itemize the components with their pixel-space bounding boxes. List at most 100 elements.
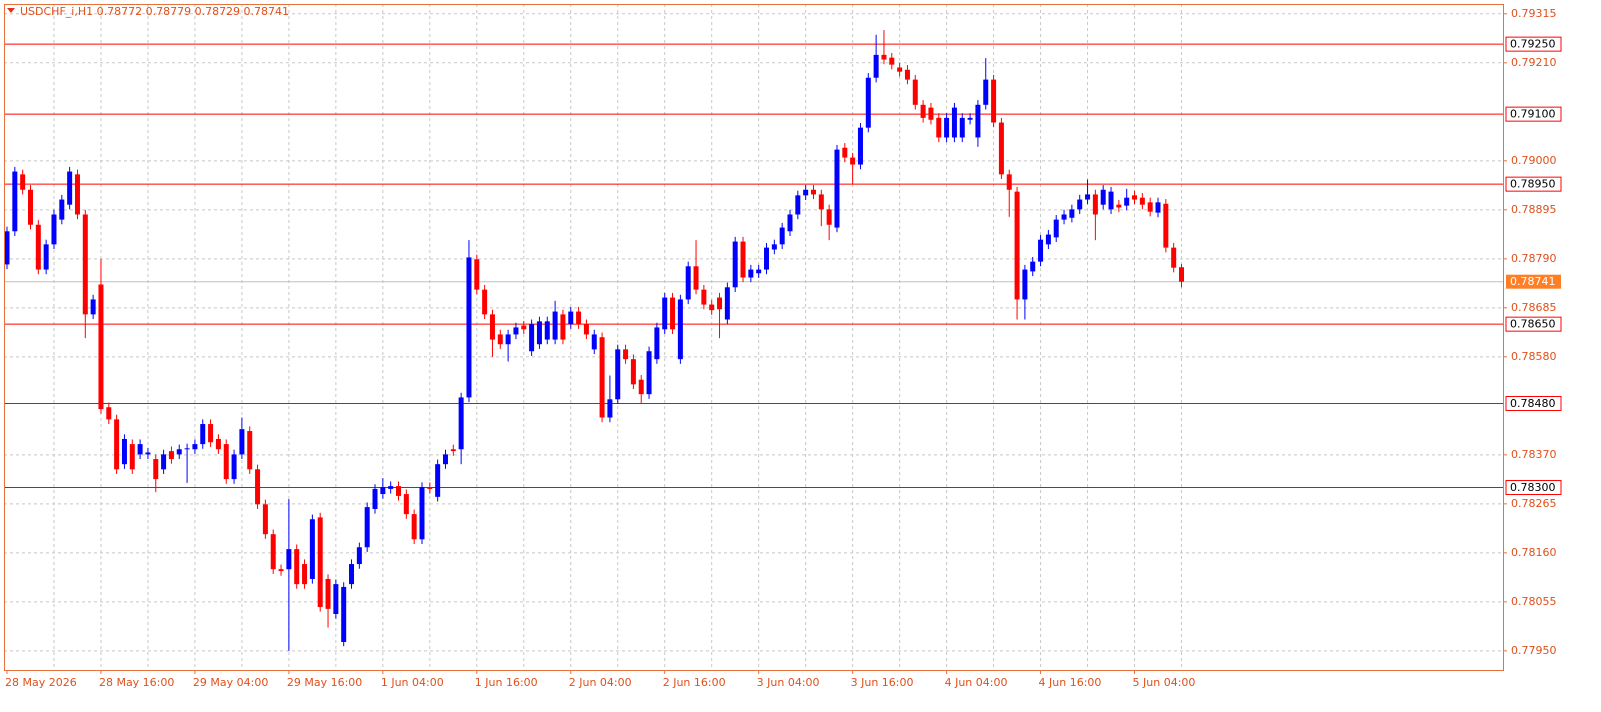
- candles: [4, 30, 1184, 651]
- candle-body: [442, 454, 448, 465]
- x-tick-label: 1 Jun 16:00: [475, 676, 538, 689]
- x-tick-label: 28 May 2026: [5, 676, 77, 689]
- candle-body: [536, 321, 542, 345]
- candle-body: [497, 334, 503, 345]
- candle-body: [1077, 199, 1083, 210]
- candle-body: [239, 429, 245, 455]
- y-tick-label: 0.78370: [1511, 448, 1557, 461]
- candle-body: [231, 454, 237, 480]
- candle-body: [998, 122, 1004, 175]
- candle-body: [466, 257, 472, 398]
- level-label: 0.78950: [1510, 178, 1556, 191]
- candle-body: [795, 195, 801, 215]
- candle-body: [388, 486, 394, 489]
- plot-frame: [4, 4, 1504, 671]
- candle-body: [458, 397, 464, 450]
- candle-body: [912, 79, 918, 105]
- candle-body: [67, 171, 73, 205]
- candle-body: [200, 424, 206, 445]
- candle-body: [51, 214, 57, 245]
- candle-body: [137, 444, 143, 455]
- candle-body: [756, 269, 762, 274]
- candle-body: [145, 452, 151, 455]
- level-label-box: [1505, 316, 1562, 332]
- candle-body: [724, 287, 730, 320]
- candle-body: [74, 174, 80, 215]
- candle-body: [435, 464, 441, 497]
- candle-body: [1139, 197, 1145, 205]
- candle-body: [521, 325, 527, 330]
- y-tick-label: 0.78055: [1511, 595, 1557, 608]
- current-price-label: 0.78741: [1510, 275, 1556, 288]
- candle-body: [98, 284, 104, 410]
- x-tick-label: 5 Jun 04:00: [1133, 676, 1196, 689]
- candle-body: [262, 504, 268, 535]
- candle-body: [4, 231, 10, 265]
- y-tick-label: 0.78685: [1511, 301, 1557, 314]
- candle-body: [450, 449, 456, 452]
- y-tick-label: 0.79210: [1511, 56, 1557, 69]
- level-label: 0.78300: [1510, 481, 1556, 494]
- candle-body: [529, 324, 535, 352]
- candle-body: [1124, 197, 1130, 206]
- candle-body: [380, 487, 386, 495]
- candle-body: [842, 147, 848, 158]
- candle-body: [677, 299, 683, 360]
- candle-body: [1030, 261, 1036, 272]
- candle-body: [779, 227, 785, 245]
- candle-body: [333, 584, 339, 614]
- current-price-box: [1506, 274, 1561, 289]
- candle-body: [638, 379, 644, 395]
- candle-body: [881, 54, 887, 60]
- candle-body: [662, 297, 668, 330]
- candle-body: [1147, 202, 1153, 212]
- x-tick-label: 29 May 16:00: [287, 676, 362, 689]
- candle-body: [1022, 269, 1028, 300]
- candle-body: [857, 127, 863, 165]
- candle-body: [1014, 191, 1020, 300]
- candle-body: [818, 194, 824, 210]
- candle-body: [991, 79, 997, 123]
- chart-title: USDCHF_i,H1 0.78772 0.78779 0.78729 0.78…: [20, 5, 289, 18]
- candle-body: [1038, 239, 1044, 262]
- symbol-menu-icon[interactable]: [7, 8, 15, 13]
- candle-body: [270, 534, 276, 570]
- x-tick-label: 1 Jun 04:00: [381, 676, 444, 689]
- candle-body: [1108, 191, 1114, 210]
- candle-body: [247, 431, 253, 470]
- candle-body: [356, 547, 362, 565]
- y-tick-label: 0.78160: [1511, 546, 1557, 559]
- candle-body: [560, 314, 566, 340]
- candle-body: [654, 327, 660, 360]
- level-label: 0.79250: [1510, 38, 1556, 51]
- y-tick-label: 0.78790: [1511, 252, 1557, 265]
- level-label: 0.79100: [1510, 108, 1556, 121]
- candle-body: [865, 77, 871, 128]
- level-label: 0.78480: [1510, 397, 1556, 410]
- candle-body: [623, 349, 629, 360]
- candle-body: [349, 564, 355, 585]
- candle-body: [184, 448, 190, 450]
- candle-body: [1053, 219, 1059, 238]
- candle-body: [967, 117, 973, 120]
- candle-body: [850, 157, 856, 165]
- candle-body: [106, 407, 112, 420]
- candle-body: [59, 199, 65, 220]
- candle-body: [1069, 209, 1075, 218]
- candle-body: [928, 107, 934, 120]
- candle-body: [90, 299, 96, 315]
- candle-body: [709, 304, 715, 311]
- candle-body: [615, 349, 621, 400]
- candle-body: [223, 444, 229, 480]
- candle-body: [411, 514, 417, 540]
- candle-body: [215, 438, 221, 450]
- candle-body: [1163, 203, 1169, 248]
- candle-body: [701, 289, 707, 305]
- x-tick-label: 29 May 04:00: [193, 676, 268, 689]
- candle-body: [427, 487, 433, 489]
- candle-body: [1171, 247, 1177, 268]
- level-label-box: [1505, 106, 1562, 122]
